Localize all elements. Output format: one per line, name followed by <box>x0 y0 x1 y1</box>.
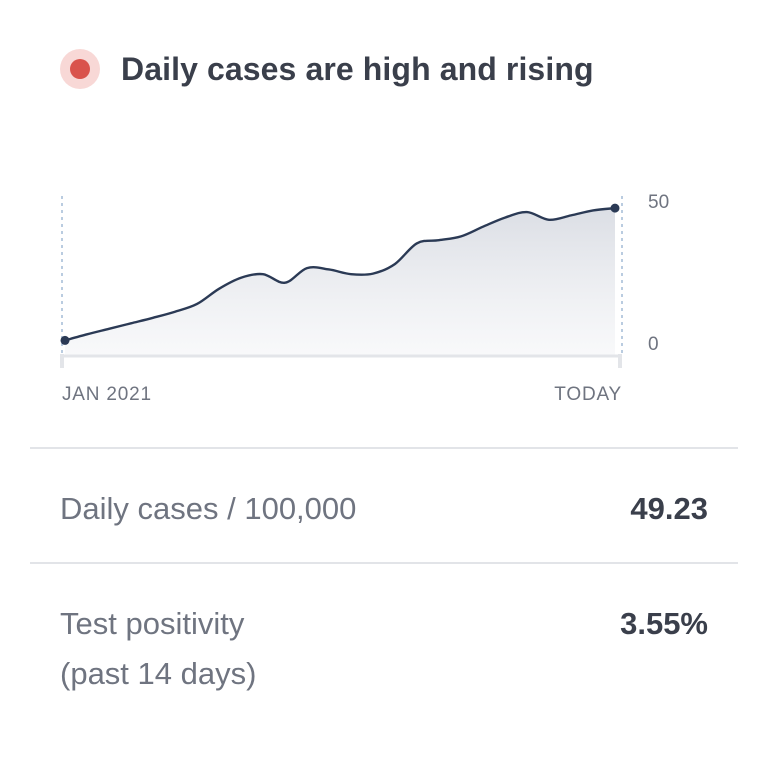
baseline-tick-end <box>618 354 622 368</box>
baseline-tick-start <box>60 354 64 368</box>
status-indicator <box>60 49 100 89</box>
series-line <box>63 206 617 342</box>
metric-value: 3.55% <box>620 606 708 641</box>
metric-value: 49.23 <box>630 491 708 526</box>
divider <box>30 562 738 564</box>
status-title: Daily cases are high and rising <box>121 50 594 87</box>
metric-label-line: Test positivity <box>60 606 245 641</box>
series-end-point <box>610 203 620 213</box>
y-tick-label: 0 <box>648 334 659 355</box>
y-tick-label: 50 <box>648 192 669 213</box>
x-end-label: TODAY <box>554 384 622 405</box>
status-header: Daily cases are high and rising <box>60 48 594 90</box>
status-dot-icon <box>70 59 90 79</box>
x-start-label: JAN 2021 <box>62 384 152 405</box>
metric-label-line: (past 14 days) <box>60 656 257 691</box>
metric-label: Test positivity (past 14 days) <box>60 599 256 699</box>
cases-trend-chart: 50 0 JAN 2021 TODAY <box>0 170 768 420</box>
divider <box>30 447 738 449</box>
chart-svg: 50 0 JAN 2021 TODAY <box>60 192 669 405</box>
metric-daily-cases: Daily cases / 100,000 49.23 <box>60 484 708 534</box>
chart-area-fill <box>65 208 615 356</box>
series-start-point <box>60 335 70 345</box>
metric-test-positivity: Test positivity (past 14 days) 3.55% <box>60 599 708 699</box>
metric-label: Daily cases / 100,000 <box>60 491 357 526</box>
